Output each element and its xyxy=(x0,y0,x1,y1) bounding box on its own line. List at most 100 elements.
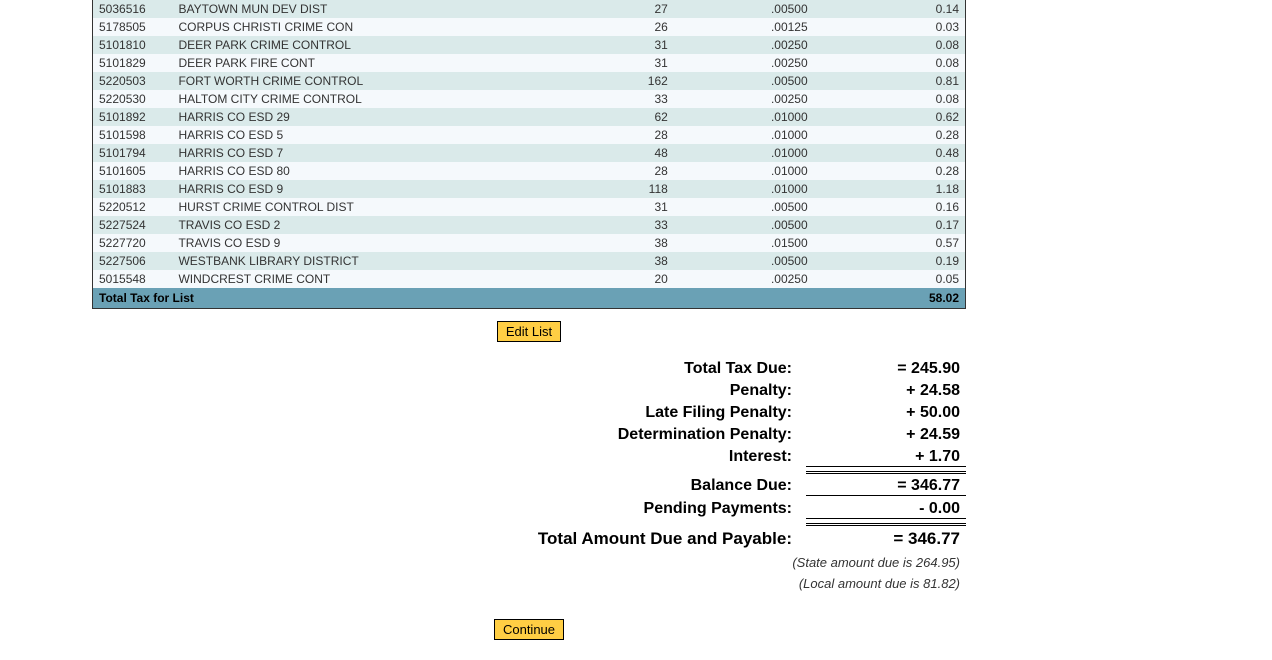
pending-label: Pending Payments: xyxy=(644,500,806,518)
jurisdiction-amt: 0.48 xyxy=(814,144,966,162)
jurisdiction-rate: .00250 xyxy=(674,270,814,288)
jurisdiction-amt: 0.28 xyxy=(814,162,966,180)
jurisdiction-name: CORPUS CHRISTI CRIME CON xyxy=(172,18,561,36)
jurisdiction-qty: 27 xyxy=(562,0,674,18)
jurisdiction-amt: 0.05 xyxy=(814,270,966,288)
jurisdiction-qty: 28 xyxy=(562,162,674,180)
determination-value: + 24.59 xyxy=(806,426,966,444)
jurisdiction-name: HALTOM CITY CRIME CONTROL xyxy=(172,90,561,108)
tax-jurisdiction-table: 5036516BAYTOWN MUN DEV DIST27.005000.145… xyxy=(92,0,966,309)
jurisdiction-code: 5227524 xyxy=(93,216,173,234)
jurisdiction-name: TRAVIS CO ESD 2 xyxy=(172,216,561,234)
table-row: 5227720TRAVIS CO ESD 938.015000.57 xyxy=(93,234,966,252)
penalty-label: Penalty: xyxy=(730,382,806,400)
jurisdiction-name: WESTBANK LIBRARY DISTRICT xyxy=(172,252,561,270)
jurisdiction-qty: 38 xyxy=(562,252,674,270)
jurisdiction-rate: .00500 xyxy=(674,198,814,216)
jurisdiction-code: 5101794 xyxy=(93,144,173,162)
total-payable-label: Total Amount Due and Payable: xyxy=(538,529,806,549)
balance-due-value: = 346.77 xyxy=(806,471,966,496)
jurisdiction-code: 5178505 xyxy=(93,18,173,36)
jurisdiction-code: 5227720 xyxy=(93,234,173,252)
jurisdiction-name: HARRIS CO ESD 7 xyxy=(172,144,561,162)
total-tax-due-value: = 245.90 xyxy=(806,360,966,378)
continue-button[interactable]: Continue xyxy=(494,619,564,640)
jurisdiction-qty: 28 xyxy=(562,126,674,144)
jurisdiction-name: TRAVIS CO ESD 9 xyxy=(172,234,561,252)
jurisdiction-rate: .00500 xyxy=(674,216,814,234)
jurisdiction-rate: .01000 xyxy=(674,126,814,144)
table-row: 5101892HARRIS CO ESD 2962.010000.62 xyxy=(93,108,966,126)
jurisdiction-rate: .00250 xyxy=(674,54,814,72)
jurisdiction-rate: .00500 xyxy=(674,252,814,270)
table-row: 5101810DEER PARK CRIME CONTROL31.002500.… xyxy=(93,36,966,54)
total-tax-due-label: Total Tax Due: xyxy=(684,360,806,378)
state-amount-note: (State amount due is 264.95) xyxy=(92,555,966,570)
jurisdiction-code: 5015548 xyxy=(93,270,173,288)
jurisdiction-amt: 0.08 xyxy=(814,90,966,108)
jurisdiction-rate: .00500 xyxy=(674,72,814,90)
jurisdiction-amt: 0.08 xyxy=(814,54,966,72)
jurisdiction-code: 5101829 xyxy=(93,54,173,72)
jurisdiction-name: HURST CRIME CONTROL DIST xyxy=(172,198,561,216)
table-row: 5101829DEER PARK FIRE CONT31.002500.08 xyxy=(93,54,966,72)
jurisdiction-name: BAYTOWN MUN DEV DIST xyxy=(172,0,561,18)
jurisdiction-qty: 162 xyxy=(562,72,674,90)
interest-value: + 1.70 xyxy=(806,448,966,467)
jurisdiction-qty: 20 xyxy=(562,270,674,288)
jurisdiction-name: HARRIS CO ESD 80 xyxy=(172,162,561,180)
total-tax-amount: 58.02 xyxy=(814,288,966,309)
table-row: 5220530HALTOM CITY CRIME CONTROL33.00250… xyxy=(93,90,966,108)
jurisdiction-name: HARRIS CO ESD 29 xyxy=(172,108,561,126)
jurisdiction-qty: 33 xyxy=(562,216,674,234)
jurisdiction-amt: 0.03 xyxy=(814,18,966,36)
jurisdiction-qty: 26 xyxy=(562,18,674,36)
table-row: 5101605HARRIS CO ESD 8028.010000.28 xyxy=(93,162,966,180)
jurisdiction-name: HARRIS CO ESD 5 xyxy=(172,126,561,144)
jurisdiction-rate: .01000 xyxy=(674,180,814,198)
jurisdiction-amt: 1.18 xyxy=(814,180,966,198)
jurisdiction-qty: 31 xyxy=(562,36,674,54)
jurisdiction-amt: 0.62 xyxy=(814,108,966,126)
jurisdiction-code: 5101892 xyxy=(93,108,173,126)
jurisdiction-code: 5220530 xyxy=(93,90,173,108)
jurisdiction-amt: 0.81 xyxy=(814,72,966,90)
jurisdiction-amt: 0.19 xyxy=(814,252,966,270)
table-row: 5036516BAYTOWN MUN DEV DIST27.005000.14 xyxy=(93,0,966,18)
jurisdiction-qty: 33 xyxy=(562,90,674,108)
jurisdiction-rate: .01000 xyxy=(674,144,814,162)
table-row: 5227524TRAVIS CO ESD 233.005000.17 xyxy=(93,216,966,234)
jurisdiction-code: 5036516 xyxy=(93,0,173,18)
pending-value: - 0.00 xyxy=(806,500,966,519)
jurisdiction-code: 5220503 xyxy=(93,72,173,90)
table-row: 5101883HARRIS CO ESD 9118.010001.18 xyxy=(93,180,966,198)
table-row: 5101794HARRIS CO ESD 748.010000.48 xyxy=(93,144,966,162)
jurisdiction-amt: 0.16 xyxy=(814,198,966,216)
jurisdiction-code: 5220512 xyxy=(93,198,173,216)
summary-block: Total Tax Due: = 245.90 Penalty: + 24.58… xyxy=(92,360,966,549)
jurisdiction-qty: 48 xyxy=(562,144,674,162)
jurisdiction-amt: 0.08 xyxy=(814,36,966,54)
jurisdiction-rate: .01000 xyxy=(674,162,814,180)
jurisdiction-code: 5101810 xyxy=(93,36,173,54)
jurisdiction-name: WINDCREST CRIME CONT xyxy=(172,270,561,288)
total-tax-row: Total Tax for List 58.02 xyxy=(93,288,966,309)
total-tax-label: Total Tax for List xyxy=(93,288,814,309)
jurisdiction-name: FORT WORTH CRIME CONTROL xyxy=(172,72,561,90)
table-row: 5178505CORPUS CHRISTI CRIME CON26.001250… xyxy=(93,18,966,36)
edit-list-button[interactable]: Edit List xyxy=(497,321,561,342)
table-row: 5227506WESTBANK LIBRARY DISTRICT38.00500… xyxy=(93,252,966,270)
late-filing-label: Late Filing Penalty: xyxy=(645,404,806,422)
jurisdiction-rate: .00500 xyxy=(674,0,814,18)
jurisdiction-code: 5101598 xyxy=(93,126,173,144)
local-amount-note: (Local amount due is 81.82) xyxy=(92,576,966,591)
jurisdiction-rate: .01500 xyxy=(674,234,814,252)
table-row: 5015548WINDCREST CRIME CONT20.002500.05 xyxy=(93,270,966,288)
balance-due-label: Balance Due: xyxy=(691,477,806,495)
determination-label: Determination Penalty: xyxy=(618,426,806,444)
jurisdiction-amt: 0.17 xyxy=(814,216,966,234)
jurisdiction-amt: 0.57 xyxy=(814,234,966,252)
jurisdiction-amt: 0.28 xyxy=(814,126,966,144)
jurisdiction-amt: 0.14 xyxy=(814,0,966,18)
jurisdiction-qty: 38 xyxy=(562,234,674,252)
